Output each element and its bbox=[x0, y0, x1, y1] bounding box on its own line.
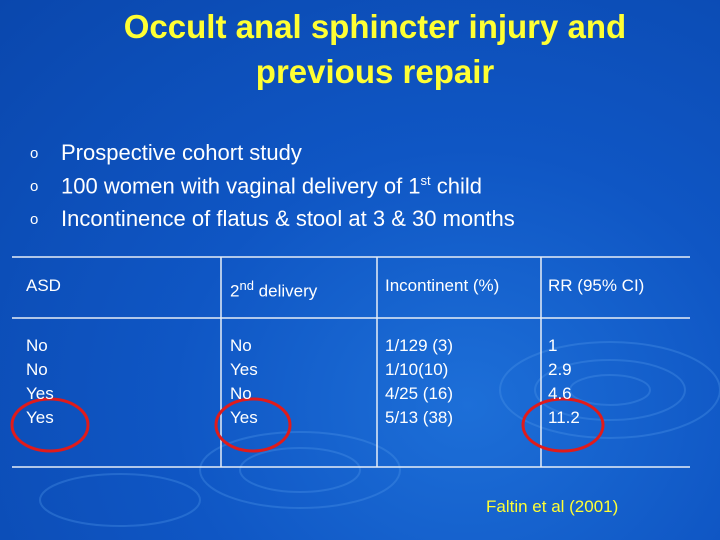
bullet-symbol: o bbox=[30, 178, 39, 195]
title-line: previous repair bbox=[255, 53, 495, 90]
bullet-symbol: o bbox=[30, 211, 39, 228]
body-cell: 1 2.9 4.6 11.2 bbox=[548, 334, 580, 430]
title-line: Occult anal sphincter injury and bbox=[123, 8, 627, 45]
cell-line: 2.9 bbox=[548, 360, 572, 379]
header-cell: RR (95% CI) bbox=[548, 274, 644, 298]
header-cell: 2nd delivery bbox=[230, 274, 317, 304]
text: RR (95% CI) bbox=[548, 276, 645, 295]
cell-line: No bbox=[26, 336, 48, 355]
cell-line: 5/13 (38) bbox=[385, 408, 454, 427]
cell-line: 1/10(10) bbox=[385, 360, 449, 379]
cell-line: No bbox=[26, 360, 48, 379]
body-cell: 1/129 (3) 1/10(10) 4/25 (16) 5/13 (38) bbox=[385, 334, 453, 430]
cell-line: 1 bbox=[548, 336, 558, 355]
title: Occult anal sphincter injury and previou… bbox=[40, 4, 710, 94]
superscript: st bbox=[420, 173, 431, 188]
bullet-symbol: o bbox=[30, 145, 39, 162]
text: child bbox=[430, 173, 483, 199]
text: ASD bbox=[26, 276, 61, 295]
cell-line: Yes bbox=[230, 360, 258, 379]
text: 2 bbox=[230, 281, 240, 301]
cell-line: 1/129 (3) bbox=[385, 336, 454, 355]
superscript: nd bbox=[239, 278, 254, 293]
cell-line: Yes bbox=[26, 408, 54, 427]
text: delivery bbox=[253, 281, 318, 301]
cell-line: No bbox=[230, 336, 252, 355]
text: 100 women with vaginal delivery of 1 bbox=[61, 173, 421, 199]
cell-line: No bbox=[230, 384, 252, 403]
bullet-text: Prospective cohort study bbox=[61, 140, 302, 166]
text: Incontinent (%) bbox=[385, 276, 500, 295]
cell-line: Yes bbox=[26, 384, 54, 403]
cell-line: Yes bbox=[230, 408, 258, 427]
table-lines bbox=[12, 256, 690, 468]
text: Incontinence of flatus & stool at 3 & 30… bbox=[61, 206, 515, 231]
cell-line: 4.6 bbox=[548, 384, 572, 403]
citation: Faltin et al (2001) bbox=[486, 497, 619, 516]
body-cell: No Yes No Yes bbox=[230, 334, 258, 430]
bullet-text: 100 women with vaginal delivery of 1st c… bbox=[61, 173, 482, 199]
bullet-text: Incontinence of flatus & stool at 3 & 30… bbox=[61, 206, 515, 232]
header-cell: ASD bbox=[26, 274, 61, 298]
highlight-circles bbox=[10, 397, 605, 453]
cell-line: 11.2 bbox=[548, 408, 580, 427]
body-cell: No No Yes Yes bbox=[26, 334, 54, 430]
cell-line: 4/25 (16) bbox=[385, 384, 454, 403]
text: Prospective cohort study bbox=[61, 140, 302, 165]
header-cell: Incontinent (%) bbox=[385, 274, 499, 298]
